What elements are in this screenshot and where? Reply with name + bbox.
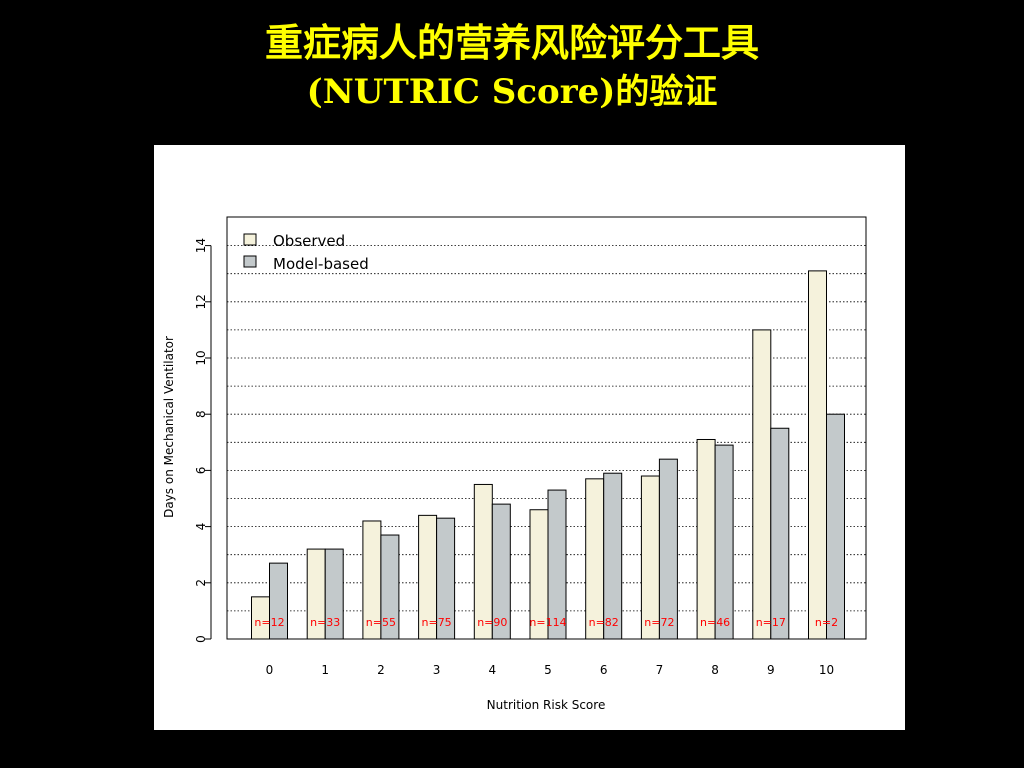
- legend-label-model: Model-based: [273, 255, 369, 273]
- bar-model: [714, 444, 734, 640]
- slide-title: 重症病人的营养风险评分工具 (NUTRIC Score)的验证: [0, 18, 1024, 116]
- bar-model: [826, 413, 845, 640]
- sample-size-label: n=17: [756, 616, 786, 629]
- bar-model: [603, 472, 623, 640]
- x-tick-label: 8: [711, 663, 719, 677]
- bar-model: [770, 427, 790, 640]
- y-tick-label: 0: [194, 635, 208, 643]
- x-tick-label: 9: [767, 663, 775, 677]
- sample-size-label: n=33: [310, 616, 340, 629]
- legend: Observed Model-based: [243, 232, 369, 273]
- bar-observed: [696, 438, 716, 640]
- x-tick-label: 6: [600, 663, 608, 677]
- y-tick-label: 2: [194, 579, 208, 587]
- x-tick-label: 2: [377, 663, 385, 677]
- x-axis-label: Nutrition Risk Score: [487, 698, 606, 712]
- bar-chart: n=12 n=33 n=55 n=75 n=90 n=114 n=82 n=72 n=46 n=1…: [162, 216, 867, 712]
- sample-size-label: n=12: [254, 616, 284, 629]
- bar-model: [658, 458, 678, 640]
- legend-swatch-model: [243, 255, 257, 268]
- sample-size-label: n=72: [644, 616, 674, 629]
- x-tick-label: 4: [488, 663, 496, 677]
- sample-size-label: n=90: [477, 616, 507, 629]
- y-tick-label: 6: [194, 467, 208, 475]
- sample-size-label: n=2: [815, 616, 838, 629]
- bars: [251, 270, 845, 640]
- bar-observed: [752, 329, 772, 640]
- title-line-2: (NUTRIC Score)的验证: [306, 72, 718, 112]
- sample-size-label: n=75: [422, 616, 452, 629]
- y-axis-label: Days on Mechanical Ventilator: [162, 336, 176, 518]
- bar-observed: [585, 478, 605, 640]
- grid-lines: [227, 245, 866, 612]
- x-tick-label: 0: [266, 663, 274, 677]
- legend-swatch-observed: [243, 233, 257, 246]
- sample-size-labels: n=12 n=33 n=55 n=75 n=90 n=114 n=82 n=72 n=46 n=1…: [254, 616, 838, 629]
- y-tick-label: 4: [194, 523, 208, 531]
- plot-frame: [226, 216, 867, 640]
- title-line-1: 重症病人的营养风险评分工具: [264, 20, 759, 65]
- bar-observed: [808, 270, 827, 640]
- legend-label-observed: Observed: [273, 232, 345, 250]
- y-tick-label: 12: [194, 294, 208, 309]
- chart-panel: n=12 n=33 n=55 n=75 n=90 n=114 n=82 n=72 n=46 n=1…: [154, 145, 905, 730]
- x-tick-label: 1: [321, 663, 329, 677]
- y-tick-label: 8: [194, 410, 208, 418]
- x-tick-label: 10: [819, 663, 834, 677]
- sample-size-label: n=114: [529, 616, 566, 629]
- x-tick-label: 7: [656, 663, 664, 677]
- y-tick-label: 10: [194, 350, 208, 365]
- sample-size-label: n=82: [589, 616, 619, 629]
- bar-observed: [640, 475, 660, 640]
- sample-size-label: n=46: [700, 616, 730, 629]
- sample-size-label: n=55: [366, 616, 396, 629]
- x-tick-label: 3: [433, 663, 441, 677]
- x-tick-label: 5: [544, 663, 552, 677]
- y-tick-label: 14: [194, 238, 208, 253]
